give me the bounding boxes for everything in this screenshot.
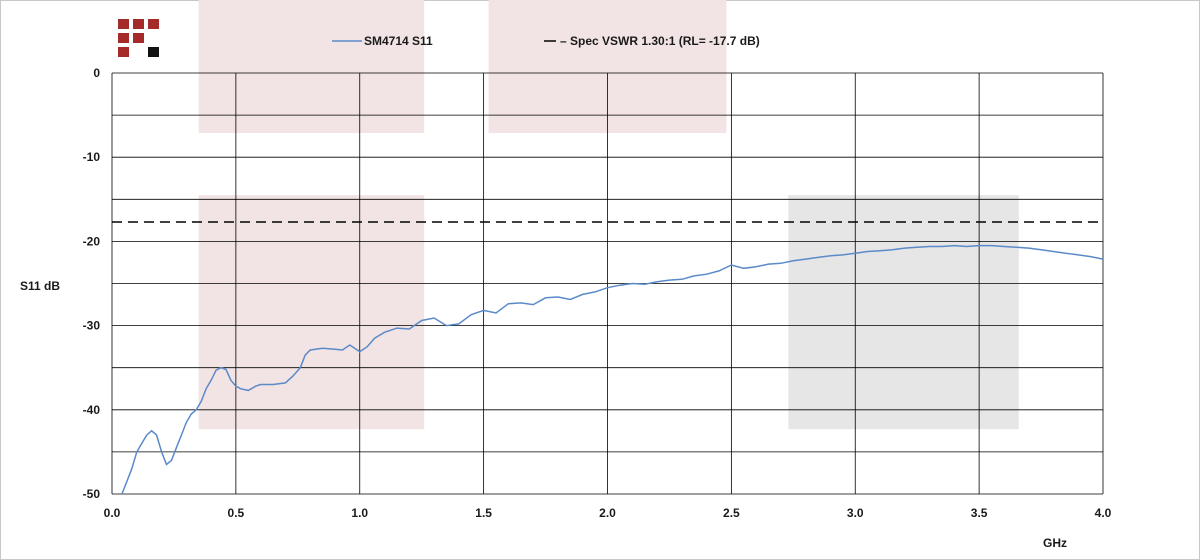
company-logo: [118, 19, 159, 57]
grid: [111, 72, 1104, 495]
logo-square-3: [148, 19, 159, 29]
logo-square-1: [118, 19, 129, 29]
x-tick-label: 4.0: [1095, 506, 1112, 520]
y-tick-label: 0: [93, 66, 100, 80]
y-tick-label: -50: [83, 487, 101, 501]
x-tick-label: 3.0: [847, 506, 864, 520]
x-tick-label: 0.5: [228, 506, 245, 520]
y-tick-label: -30: [83, 319, 101, 333]
x-axis-label: GHz: [1043, 536, 1067, 550]
legend: SM4714 S11 – Spec VSWR 1.30:1 (RL= -17.7…: [332, 34, 760, 48]
x-tick-label: 2.5: [723, 506, 740, 520]
background-bands: [198, 0, 1019, 430]
top-band-1: [198, 0, 425, 133]
legend-label-series-2: – Spec VSWR 1.30:1 (RL= -17.7 dB): [560, 34, 760, 48]
plot-series: [112, 221, 1104, 495]
logo-square-5: [133, 33, 144, 43]
y-tick-label: -20: [83, 234, 101, 248]
x-tick-label: 1.5: [475, 506, 492, 520]
logo-square-2: [133, 19, 144, 29]
x-tick-label: 1.0: [351, 506, 368, 520]
x-tick-label: 2.0: [599, 506, 616, 520]
series-line-1: [121, 244, 1104, 495]
logo-square-4: [118, 33, 129, 43]
logo-square-6: [118, 47, 129, 57]
logo-square-7: [148, 47, 159, 57]
x-tick-label: 3.5: [971, 506, 988, 520]
plot-band-1: [198, 195, 425, 430]
y-tick-label: -10: [83, 150, 101, 164]
legend-label-series-1: SM4714 S11: [364, 34, 433, 48]
y-axis-label: S11 dB: [20, 279, 60, 293]
axes: S11 dB GHz 0.0 0.5 1.0 1.5 2.0 2.5 3.0 3.5 4.0 0 -…: [20, 66, 1112, 550]
y-tick-label: -40: [83, 403, 101, 417]
plot-band-2: [788, 195, 1019, 430]
x-tick-label: 0.0: [104, 506, 121, 520]
